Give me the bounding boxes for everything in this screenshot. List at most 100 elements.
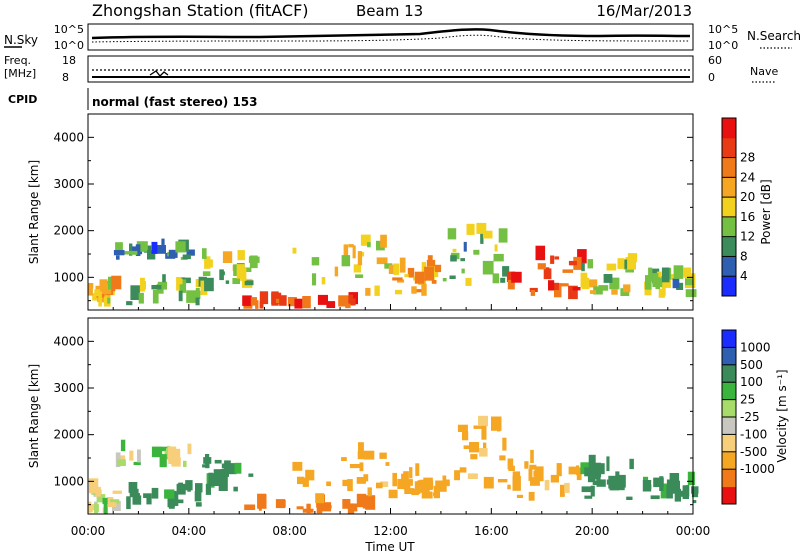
power-cell <box>317 294 328 305</box>
power-cell <box>99 279 108 290</box>
power-cell <box>427 255 433 270</box>
power-cell <box>450 255 457 262</box>
velocity-cell <box>161 446 169 452</box>
velocity-cell <box>292 461 303 471</box>
power-cell <box>397 279 405 283</box>
velocity-cell <box>376 482 383 489</box>
velocity-cell <box>588 467 600 479</box>
power-cell <box>232 278 240 284</box>
power-cell <box>492 273 500 284</box>
velocity-cell <box>403 471 409 484</box>
velocity-cell <box>674 488 681 502</box>
velocity-cell <box>229 469 237 475</box>
power-cell <box>131 250 138 255</box>
velocity-cell <box>88 505 93 513</box>
power-cell <box>473 249 480 255</box>
velocity-colorbar-segment <box>722 347 736 366</box>
nsearch-label: N.Search <box>747 29 800 43</box>
power-cell <box>393 263 400 275</box>
power-cell <box>357 251 363 266</box>
power-colorbar: 4 8 12 16 20 24 28 <box>721 117 755 297</box>
noise-left-tick-top: 10^5 <box>54 23 84 36</box>
velocity-cell <box>358 442 364 457</box>
power-cell <box>98 291 102 307</box>
velocity-cell <box>435 480 446 491</box>
power-colorbar-segment <box>722 216 736 238</box>
power-cell <box>537 263 546 270</box>
velocity-cell <box>642 480 652 492</box>
velocity-cell <box>691 486 699 494</box>
power-cell <box>367 242 371 248</box>
power-cell <box>587 279 598 288</box>
velocity-cell <box>341 457 347 461</box>
power-cell <box>460 258 465 262</box>
velocity-cell <box>516 494 523 498</box>
power-cell <box>100 286 112 294</box>
power-cell <box>658 288 665 298</box>
power-cell <box>181 277 191 284</box>
power-cell <box>279 295 287 306</box>
x-tick-label: 20:00 <box>575 524 610 538</box>
power-cell <box>493 253 504 262</box>
velocity-cell <box>173 492 179 506</box>
velocity-cell <box>194 491 202 502</box>
power-cell <box>115 242 123 254</box>
power-cell <box>94 289 101 297</box>
velocity-cell <box>168 505 175 509</box>
velocity-cell <box>564 482 570 493</box>
power-cell <box>168 249 178 258</box>
power-cell <box>661 287 666 296</box>
velocity-colorbar-segment <box>722 330 736 348</box>
velocity-cell <box>626 496 633 500</box>
velocity-cell <box>560 484 565 497</box>
power-cell <box>568 285 578 300</box>
velocity-cell <box>470 454 478 460</box>
power-cell <box>482 260 494 275</box>
velocity-cell <box>233 486 238 492</box>
power-cell <box>673 265 684 279</box>
power-cell <box>222 251 233 263</box>
velocity-cell <box>550 474 559 483</box>
power-cell <box>219 269 224 281</box>
power-colorbar-tick-label: 16 <box>740 210 755 224</box>
velocity-cell <box>171 457 181 467</box>
velocity-cell <box>481 425 487 440</box>
velocity-cell <box>128 482 138 493</box>
velocity-cell <box>248 473 254 477</box>
power-cell <box>624 259 628 269</box>
velocity-cell <box>168 494 173 508</box>
velocity-colorbar-segment <box>722 382 736 401</box>
power-cell <box>162 274 166 283</box>
power-cell <box>240 267 247 281</box>
power-cell <box>577 249 587 264</box>
power-cell <box>530 290 536 296</box>
velocity-cell <box>529 464 537 470</box>
velocity-cell <box>676 490 686 497</box>
velocity-cell <box>195 502 202 507</box>
velocity-cell <box>606 456 610 472</box>
power-cell <box>353 264 361 273</box>
power-cell <box>685 278 693 286</box>
velocity-cell <box>650 495 660 500</box>
velocity-cell <box>415 463 420 476</box>
velocity-colorbar-segment <box>722 469 736 488</box>
freq-tick-bottom: 8 <box>62 71 69 84</box>
cpid-value: normal (fast stereo) 153 <box>92 95 258 109</box>
velocity-cell <box>454 470 460 481</box>
power-panel: 1000 2000 3000 4000 Slant Range [km] 4 8 12 16… <box>27 113 773 311</box>
velocity-colorbar-tick-label: -1000 <box>740 462 775 476</box>
velocity-cell <box>88 478 99 494</box>
nave-tick-top: 60 <box>708 54 722 67</box>
power-colorbar-frame <box>721 117 737 297</box>
power-cell <box>242 267 252 272</box>
power-cell <box>480 229 484 244</box>
velocity-cell <box>443 479 450 487</box>
power-cell <box>191 290 201 299</box>
velocity-cell <box>305 469 315 481</box>
velocity-cell <box>126 496 131 510</box>
nsky-label: N.Sky <box>4 33 38 47</box>
velocity-cell <box>512 471 521 477</box>
power-cell <box>627 256 636 270</box>
power-cell <box>130 285 140 300</box>
velocity-colorbar-tick-label: 500 <box>740 358 763 372</box>
